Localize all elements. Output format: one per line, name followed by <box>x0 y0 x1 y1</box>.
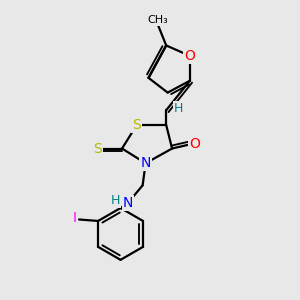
Text: CH₃: CH₃ <box>147 15 168 26</box>
Text: N: N <box>140 156 151 170</box>
Text: S: S <box>93 142 102 155</box>
Text: O: O <box>189 137 200 151</box>
Text: H: H <box>174 102 183 115</box>
Text: O: O <box>184 49 195 63</box>
Text: H: H <box>111 194 120 207</box>
Text: I: I <box>73 211 76 225</box>
Text: S: S <box>132 118 141 132</box>
Text: N: N <box>123 196 133 210</box>
